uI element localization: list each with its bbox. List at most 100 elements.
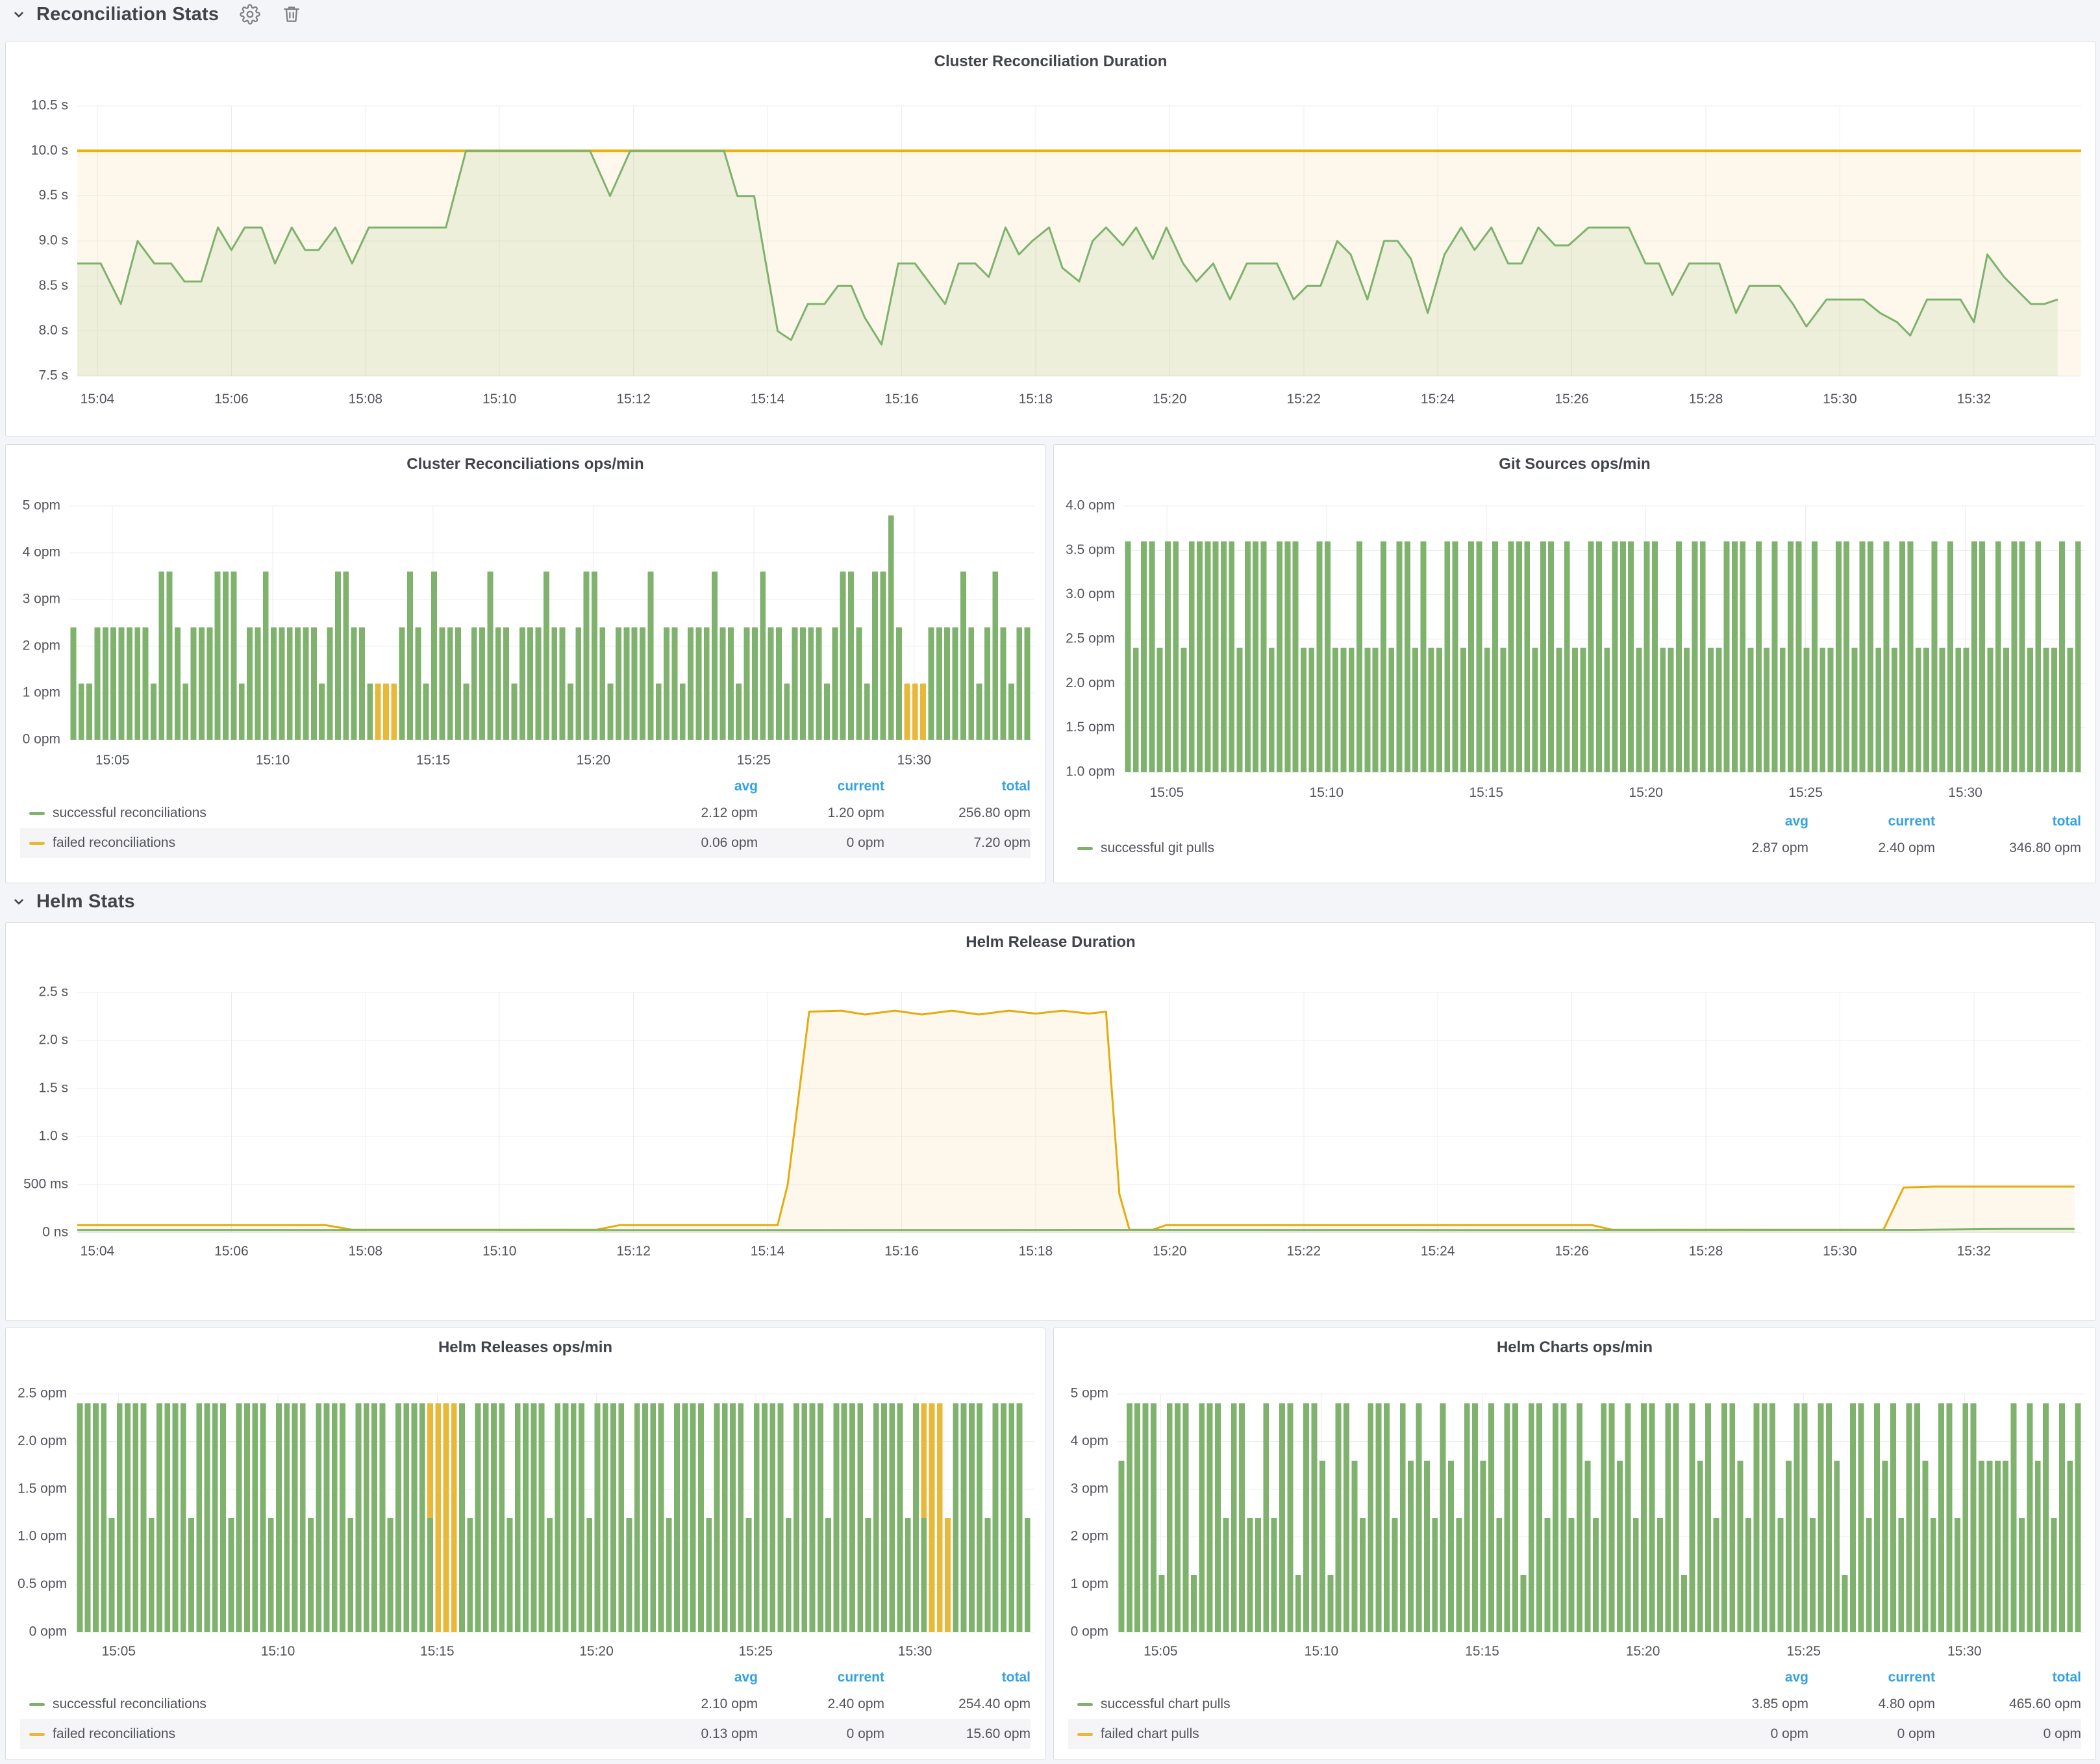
legend-avg-value: 2.12 opm [701,805,758,820]
svg-text:15:22: 15:22 [1286,1244,1321,1259]
series-color-swatch [29,841,45,845]
svg-text:5 opm: 5 opm [1071,1386,1108,1401]
legend-series-toggle[interactable]: failed reconciliations [20,1726,638,1742]
svg-text:10.5 s: 10.5 s [31,98,68,113]
chart-svg: 0 opm 0.5 opm 1.0 opm 1.5 opm 2.0 opm 2.5 opm… [18,1386,1034,1659]
svg-text:2.0 opm: 2.0 opm [18,1433,67,1448]
panel-title[interactable]: Cluster Reconciliations ops/min [406,455,644,473]
legend-row: successful chart pulls 3.85 opm 4.80 opm… [1068,1689,2081,1719]
section-reconciliation-stats[interactable]: Reconciliation Stats [0,0,2100,29]
chart-svg: 0 ns 500 ms 1.0 s 1.5 s 2.0 s 2.5 s 15:04 15:06… [23,985,2081,1259]
svg-text:2 opm: 2 opm [23,638,60,653]
svg-text:9.0 s: 9.0 s [38,233,68,248]
svg-text:0 ns: 0 ns [42,1225,68,1240]
svg-text:8.5 s: 8.5 s [38,278,68,293]
legend-total-value: 15.60 opm [966,1726,1031,1741]
svg-text:15:10: 15:10 [482,392,517,407]
svg-text:15:14: 15:14 [751,1244,785,1259]
section-title: Helm Stats [36,890,135,912]
svg-text:15:26: 15:26 [1555,392,1589,407]
helm-releases-chart[interactable]: 0 opm 0.5 opm 1.0 opm 1.5 opm 2.0 opm 2.5 opm… [6,1328,1045,1661]
legend-series-toggle[interactable]: successful git pulls [1068,840,1688,856]
svg-text:15:05: 15:05 [95,753,130,768]
svg-text:1.5 s: 1.5 s [38,1081,68,1096]
panel-title[interactable]: Cluster Reconciliation Duration [934,53,1168,70]
legend-total-value: 465.60 opm [2009,1696,2081,1711]
legend-series-toggle[interactable]: successful reconciliations [20,805,638,821]
legend-series-toggle[interactable]: failed chart pulls [1068,1726,1688,1742]
svg-text:1 opm: 1 opm [23,685,60,700]
svg-text:15:05: 15:05 [1144,1644,1178,1659]
panel-title[interactable]: Git Sources ops/min [1499,455,1651,473]
panel-title[interactable]: Helm Release Duration [966,933,1136,951]
svg-text:15:20: 15:20 [1153,1244,1187,1259]
svg-text:15:26: 15:26 [1555,1244,1589,1259]
legend-header-current: current [837,1670,884,1685]
svg-text:2.5 opm: 2.5 opm [18,1386,67,1401]
svg-text:15:32: 15:32 [1957,392,1992,407]
svg-text:1 opm: 1 opm [1071,1576,1108,1591]
legend-current-value: 1.20 opm [827,805,884,820]
panel-cluster-reconciliation-duration: Cluster Reconciliation Duration 7.5 s 8.0… [5,42,2096,436]
svg-text:15:30: 15:30 [1948,785,1982,800]
legend-avg-value: 0.06 opm [701,835,758,850]
svg-text:15:30: 15:30 [898,1644,932,1659]
svg-text:2.5 opm: 2.5 opm [1066,631,1115,646]
svg-text:15:24: 15:24 [1421,392,1455,407]
svg-text:9.5 s: 9.5 s [38,188,68,203]
svg-text:0 opm: 0 opm [1071,1624,1108,1639]
gear-icon[interactable] [240,4,260,25]
chevron-down-icon [14,12,23,18]
legend-header-total: total [2052,814,2081,829]
legend-row: successful git pulls 2.87 opm 2.40 opm 3… [1068,833,2081,863]
svg-text:15:12: 15:12 [616,392,651,407]
trash-icon[interactable] [281,4,302,25]
svg-text:3 opm: 3 opm [23,592,60,607]
svg-text:3 opm: 3 opm [1071,1481,1108,1496]
svg-text:15:10: 15:10 [1305,1644,1339,1659]
series-color-swatch [29,1732,45,1736]
legend-series-toggle[interactable]: successful chart pulls [1068,1696,1688,1712]
svg-text:15:04: 15:04 [81,392,115,407]
svg-text:15:15: 15:15 [416,753,451,768]
series-color-swatch [1077,846,1093,850]
legend-header-avg: avg [1784,1670,1808,1685]
svg-text:3.0 opm: 3.0 opm [1066,586,1115,601]
svg-text:15:25: 15:25 [1786,1644,1821,1659]
panel-helm-release-duration: Helm Release Duration 0 ns 500 ms 1.0 s 1.5… [5,922,2096,1321]
svg-text:8.0 s: 8.0 s [38,323,68,338]
cluster-reconciliation-duration-chart[interactable]: 7.5 s 8.0 s 8.5 s 9.0 s 9.5 s 10.0 s 10.5 s 15:… [6,42,2095,419]
legend-avg-value: 0 opm [1770,1726,1808,1741]
panel-helm-charts: Helm Charts ops/min 0 opm 1 opm 2 opm 3 opm… [1053,1328,2096,1760]
legend-current-value: 0 opm [846,835,884,850]
legend-header-total: total [1001,779,1031,794]
svg-text:15:06: 15:06 [214,1244,249,1259]
panel-helm-releases: Helm Releases ops/min 0 opm 0.5 opm 1.0 op… [5,1328,1045,1760]
legend-header-avg: avg [734,779,758,794]
cluster-reconciliations-chart[interactable]: 0 opm 1 opm 2 opm 3 opm 4 opm 5 opm 15:05 15:10… [6,445,1045,770]
section-helm-stats[interactable]: Helm Stats [0,887,2100,916]
svg-text:15:08: 15:08 [349,392,383,407]
helm-charts-chart[interactable]: 0 opm 1 opm 2 opm 3 opm 4 opm 5 opm 15:05 15:10… [1054,1328,2095,1661]
legend-series-toggle[interactable]: successful reconciliations [20,1696,638,1712]
svg-text:4.0 opm: 4.0 opm [1066,498,1115,513]
panel-title[interactable]: Helm Charts ops/min [1496,1339,1653,1356]
helm-release-duration-chart[interactable]: 0 ns 500 ms 1.0 s 1.5 s 2.0 s 2.5 s 15:04 15:06… [6,923,2095,1267]
legend-row: successful reconciliations 2.10 opm 2.40… [20,1689,1031,1719]
svg-text:15:14: 15:14 [751,392,785,407]
series-color-swatch [29,1702,45,1706]
svg-text:15:16: 15:16 [884,1244,919,1259]
svg-text:15:18: 15:18 [1019,392,1053,407]
legend-total-value: 254.40 opm [958,1696,1031,1711]
svg-text:15:15: 15:15 [420,1644,455,1659]
git-sources-chart[interactable]: 1.0 opm 1.5 opm 2.0 opm 2.5 opm 3.0 opm 3.5 o… [1054,445,2095,806]
svg-text:15:30: 15:30 [1947,1644,1982,1659]
panel-cluster-reconciliations: Cluster Reconciliations ops/min 0 opm 1 o… [5,444,1045,883]
legend-header: avg current total [1068,810,2081,833]
svg-text:15:22: 15:22 [1286,392,1321,407]
panel-title[interactable]: Helm Releases ops/min [438,1339,613,1356]
legend-total-value: 346.80 opm [2009,840,2081,855]
legend-series-toggle[interactable]: failed reconciliations [20,835,638,851]
svg-text:1.0 opm: 1.0 opm [18,1529,67,1544]
svg-text:1.5 opm: 1.5 opm [1066,720,1115,735]
